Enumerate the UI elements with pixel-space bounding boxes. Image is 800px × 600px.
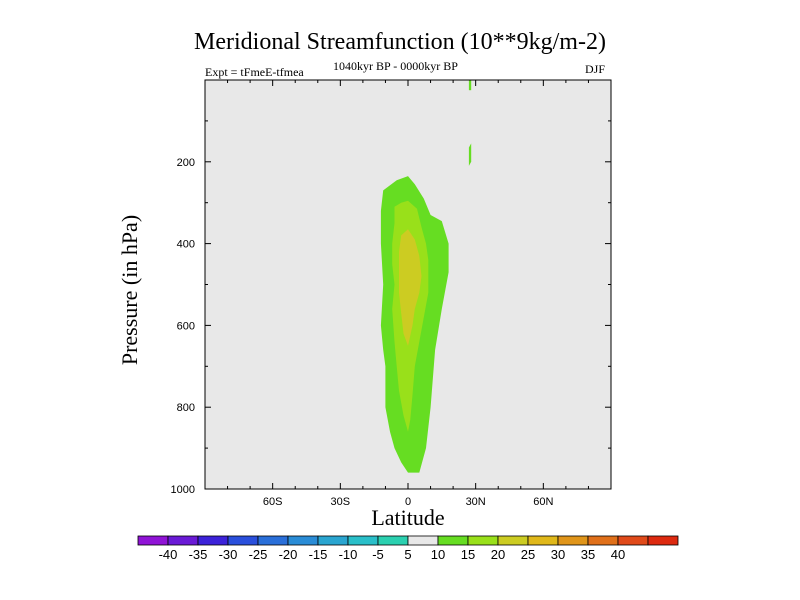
colorbar-label: 40 <box>611 547 625 562</box>
colorbar-label: 5 <box>404 547 411 562</box>
colorbar-swatch <box>557 535 589 546</box>
y-axis: 200 400 600 800 1000 <box>171 120 611 496</box>
colorbar-label: -15 <box>309 547 328 562</box>
colorbar-swatch <box>167 535 199 546</box>
colorbar-swatch <box>467 535 499 546</box>
colorbar-swatch <box>617 535 649 546</box>
colorbar-label: -40 <box>159 547 178 562</box>
colorbar-swatch <box>497 535 529 546</box>
colorbar-label: -25 <box>249 547 268 562</box>
x-axis-title: Latitude <box>371 505 445 530</box>
colorbar-swatch <box>287 535 319 546</box>
colorbar-swatch <box>377 535 409 546</box>
colorbar-label: -20 <box>279 547 298 562</box>
colorbar-swatch <box>437 535 469 546</box>
colorbar-label: -5 <box>372 547 384 562</box>
x-tick-label: 30N <box>466 496 486 508</box>
colorbar-label: 30 <box>551 547 565 562</box>
colorbar-label: -10 <box>339 547 358 562</box>
colorbar-swatch <box>137 535 169 546</box>
colorbar-label: -35 <box>189 547 208 562</box>
y-tick-label: 400 <box>177 239 195 251</box>
season-label: DJF <box>585 62 606 76</box>
colorbar-label: 20 <box>491 547 505 562</box>
contour-region-2 <box>399 229 422 346</box>
colorbar-swatch <box>407 535 439 546</box>
colorbar: -40 -35 -30 -25 -20 -15 -10 -5 5 10 15 20 25 30 35 40 <box>137 535 679 562</box>
y-tick-label: 800 <box>177 402 195 414</box>
contour-layer <box>380 80 472 473</box>
y-tick-label: 1000 <box>171 484 195 496</box>
x-tick-label: 60N <box>533 496 553 508</box>
colorbar-swatch <box>527 535 559 546</box>
x-axis: 60S 30S 0 30N 60N <box>227 80 589 508</box>
period-label: 1040kyr BP - 0000kyr BP <box>333 59 458 73</box>
colorbar-label: 25 <box>521 547 535 562</box>
colorbar-label: 10 <box>431 547 445 562</box>
colorbar-swatch <box>227 535 259 546</box>
colorbar-swatch <box>647 535 679 546</box>
colorbar-label: -30 <box>219 547 238 562</box>
colorbar-swatch <box>347 535 379 546</box>
colorbar-label: 15 <box>461 547 475 562</box>
colorbar-swatch <box>587 535 619 546</box>
contour-region-3 <box>468 80 472 91</box>
y-tick-label: 600 <box>177 320 195 332</box>
x-tick-label: 30S <box>331 496 351 508</box>
x-tick-label: 0 <box>405 496 411 508</box>
colorbar-swatch <box>317 535 349 546</box>
contour-region-4 <box>468 143 472 166</box>
y-tick-label: 200 <box>177 157 195 169</box>
colorbar-swatch <box>197 535 229 546</box>
x-tick-label: 60S <box>263 496 283 508</box>
experiment-label: Expt = tFmeE-tfmea <box>205 65 304 79</box>
chart-title: Meridional Streamfunction (10**9kg/m-2) <box>194 29 606 55</box>
colorbar-label: 35 <box>581 547 595 562</box>
colorbar-swatch <box>257 535 289 546</box>
